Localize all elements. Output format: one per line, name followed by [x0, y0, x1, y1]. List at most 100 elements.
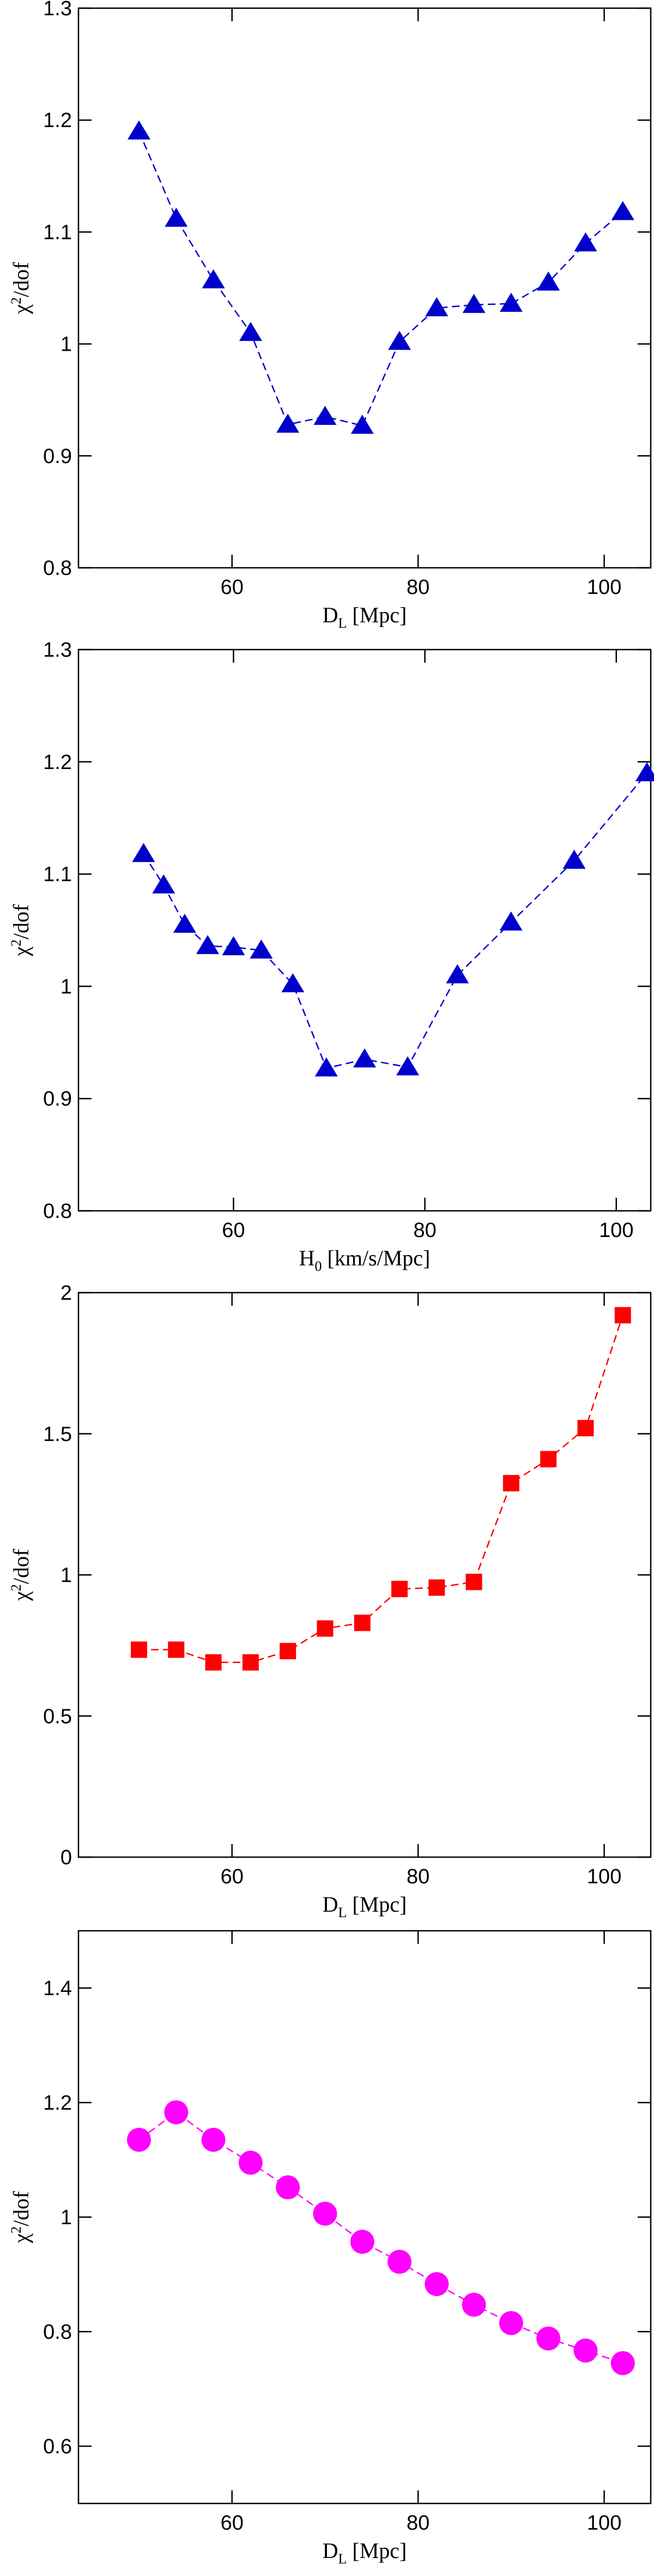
y-tick-label: 0.8	[43, 1200, 72, 1223]
marker	[130, 1641, 147, 1658]
marker	[152, 874, 175, 894]
marker	[536, 2326, 561, 2351]
panel: 0.8 0.9 1 1.1 1.2 1.3 60 80 100 H0 [km/s/Mpc] χ2/d…	[8, 639, 654, 1274]
y-tick-label: 1.4	[43, 1977, 72, 2000]
x-label-part: [Mpc]	[347, 2538, 407, 2563]
marker	[388, 331, 411, 350]
marker	[425, 297, 449, 316]
marker	[502, 1475, 519, 1492]
marker	[577, 1420, 594, 1437]
marker	[313, 405, 337, 425]
x-label-part: [Mpc]	[347, 1892, 407, 1917]
x-tick-label: 100	[599, 1219, 633, 1242]
x-label-sub: L	[338, 2551, 347, 2567]
marker	[537, 271, 560, 291]
y-tick-label: 1	[60, 975, 72, 998]
y-label-part: χ	[9, 304, 33, 315]
y-tick-label: 1	[60, 1564, 72, 1587]
y-tick-label: 1.1	[43, 221, 72, 244]
marker	[238, 2151, 263, 2175]
x-tick-label: 60	[221, 1865, 244, 1888]
marker	[281, 973, 305, 993]
x-tick-label: 80	[413, 1219, 436, 1242]
marker	[465, 1574, 482, 1590]
marker	[173, 914, 196, 933]
x-axis-label: DL [Mpc]	[323, 2538, 407, 2567]
y-label-sup: 2	[8, 297, 24, 304]
x-label-part: [Mpc]	[347, 603, 407, 627]
panel: 0.8 0.9 1 1.1 1.2 1.3 60 80 100 DL [Mpc] χ2/dof	[8, 0, 652, 631]
plot-frame	[77, 648, 652, 1212]
x-tick-label: 100	[587, 1865, 621, 1888]
plot-frame	[77, 1292, 652, 1858]
marker	[353, 1048, 376, 1068]
marker	[250, 939, 273, 959]
marker	[242, 1654, 259, 1671]
x-axis-label: H0 [km/s/Mpc]	[299, 1246, 431, 1274]
x-label-sub: L	[338, 615, 347, 631]
y-tick-label: 2	[60, 1282, 72, 1305]
data-line	[143, 772, 647, 1070]
marker	[202, 269, 225, 289]
x-label-part: D	[323, 2538, 338, 2563]
marker	[314, 1057, 338, 1077]
marker	[610, 2351, 635, 2375]
marker	[425, 2272, 449, 2296]
x-label-part: D	[323, 1892, 338, 1917]
y-label-part: /dof	[9, 262, 33, 297]
x-tick-label: 60	[222, 1219, 245, 1242]
y-tick-label: 1.2	[43, 109, 72, 132]
marker	[573, 2338, 598, 2363]
x-axis-label: DL [Mpc]	[323, 603, 407, 631]
marker	[499, 292, 523, 312]
x-tick-label: 80	[407, 2512, 429, 2535]
y-tick-label: 1.3	[43, 639, 72, 662]
marker	[239, 322, 262, 341]
y-label-part: /dof	[9, 2191, 33, 2226]
marker	[132, 843, 155, 862]
y-tick-label: 1.3	[43, 0, 72, 20]
marker	[462, 293, 486, 313]
x-tick-label: 100	[587, 576, 621, 599]
marker	[354, 1614, 371, 1631]
marker	[499, 2311, 523, 2335]
marker	[462, 2292, 486, 2317]
x-label-sub: L	[338, 1905, 347, 1920]
y-tick-label: 0.6	[43, 2435, 72, 2458]
x-tick-label: 60	[221, 576, 244, 599]
marker	[635, 762, 654, 782]
y-tick-label: 1	[60, 2206, 72, 2229]
marker	[276, 2175, 300, 2200]
marker	[574, 232, 597, 251]
marker	[350, 2230, 374, 2254]
x-label-part: [km/s/Mpc]	[322, 1246, 431, 1270]
marker	[387, 2249, 412, 2274]
x-tick-label: 60	[221, 2512, 244, 2535]
x-axis-label: DL [Mpc]	[323, 1892, 407, 1920]
y-axis-label: χ2/dof	[8, 1548, 33, 1601]
x-tick-label: 80	[407, 576, 429, 599]
y-tick-label: 0.8	[43, 557, 72, 580]
y-tick-label: 0.9	[43, 445, 72, 468]
marker	[201, 2128, 226, 2152]
marker	[611, 201, 634, 220]
y-label-sup: 2	[8, 939, 24, 946]
marker	[164, 2100, 189, 2124]
y-tick-label: 1.2	[43, 2092, 72, 2115]
y-axis-label: χ2/dof	[8, 2191, 33, 2244]
plot-frame	[77, 1930, 652, 2505]
marker	[428, 1579, 445, 1596]
marker	[446, 964, 469, 983]
y-tick-label: 0.8	[43, 2321, 72, 2344]
y-axis-label: χ2/dof	[8, 904, 33, 957]
marker	[165, 207, 188, 227]
y-label-part: /dof	[9, 904, 33, 939]
marker	[127, 120, 150, 140]
marker	[205, 1654, 222, 1671]
marker	[276, 413, 300, 433]
marker	[350, 415, 374, 434]
x-label-part: H	[299, 1246, 315, 1270]
